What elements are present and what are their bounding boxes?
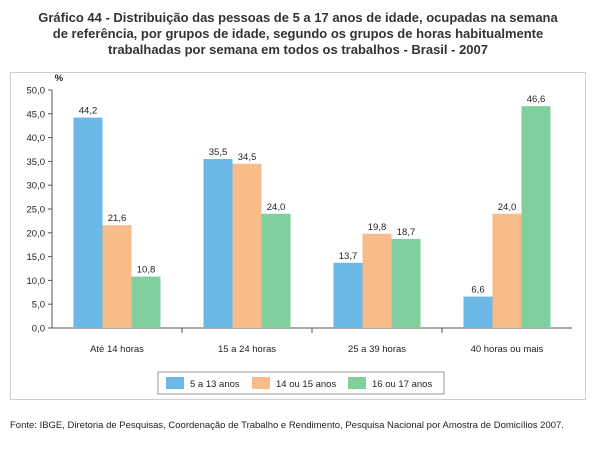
- y-tick-label: 15,0: [27, 252, 46, 263]
- y-tick-label: 20,0: [27, 228, 46, 239]
- bar-value-label: 24,0: [267, 202, 286, 213]
- bar: [362, 233, 392, 328]
- bar-value-label: 35,5: [209, 147, 228, 158]
- y-tick-label: 10,0: [27, 276, 46, 287]
- bar-value-label: 10,8: [137, 265, 156, 276]
- chart-title: Gráfico 44 - Distribuição das pessoas de…: [10, 10, 586, 58]
- title-line-2: de referência, por grupos de idade, segu…: [52, 26, 544, 41]
- bar-value-label: 21,6: [108, 213, 127, 224]
- y-tick-label: 40,0: [27, 133, 46, 144]
- bar-value-label: 24,0: [498, 202, 517, 213]
- bar-value-label: 46,6: [527, 94, 546, 105]
- title-line-3: trabalhadas por semana em todos os traba…: [107, 42, 488, 57]
- bar-value-label: 18,7: [397, 227, 416, 238]
- bar: [102, 225, 132, 328]
- bar-value-label: 44,2: [79, 106, 98, 117]
- y-tick-label: 30,0: [27, 181, 46, 192]
- legend-label: 14 ou 15 anos: [276, 379, 336, 390]
- y-tick-label: 45,0: [27, 109, 46, 120]
- bar-value-label: 19,8: [368, 222, 387, 233]
- bar: [521, 106, 551, 329]
- y-tick-label: 25,0: [27, 205, 46, 216]
- bar: [391, 238, 421, 328]
- bar: [261, 213, 291, 328]
- bar: [203, 159, 233, 328]
- legend-swatch: [348, 377, 366, 389]
- x-category-label: 40 horas ou mais: [471, 344, 544, 355]
- bar: [131, 276, 161, 328]
- x-category-label: Até 14 horas: [90, 344, 144, 355]
- y-axis-unit-label: %: [55, 73, 64, 84]
- bar: [463, 296, 493, 328]
- legend-swatch: [166, 377, 184, 389]
- bar: [333, 262, 363, 328]
- title-line-1: Gráfico 44 - Distribuição das pessoas de…: [38, 10, 558, 25]
- y-tick-label: 5,0: [32, 300, 45, 311]
- bar-value-label: 13,7: [339, 251, 358, 262]
- legend-label: 16 ou 17 anos: [372, 379, 432, 390]
- bar-value-label: 6,6: [471, 285, 484, 296]
- x-category-label: 25 a 39 horas: [348, 344, 406, 355]
- bar: [232, 163, 262, 328]
- bar: [73, 117, 103, 328]
- legend-box: [157, 371, 445, 395]
- y-tick-label: 0,0: [32, 324, 45, 335]
- legend-label: 5 a 13 anos: [190, 379, 240, 390]
- bar: [492, 213, 522, 328]
- legend-swatch: [252, 377, 270, 389]
- y-tick-label: 50,0: [27, 86, 46, 97]
- y-tick-label: 35,0: [27, 157, 46, 168]
- x-category-label: 15 a 24 horas: [218, 344, 276, 355]
- source-note: Fonte: IBGE, Diretoria de Pesquisas, Coo…: [10, 420, 564, 431]
- bar-value-label: 34,5: [238, 152, 257, 163]
